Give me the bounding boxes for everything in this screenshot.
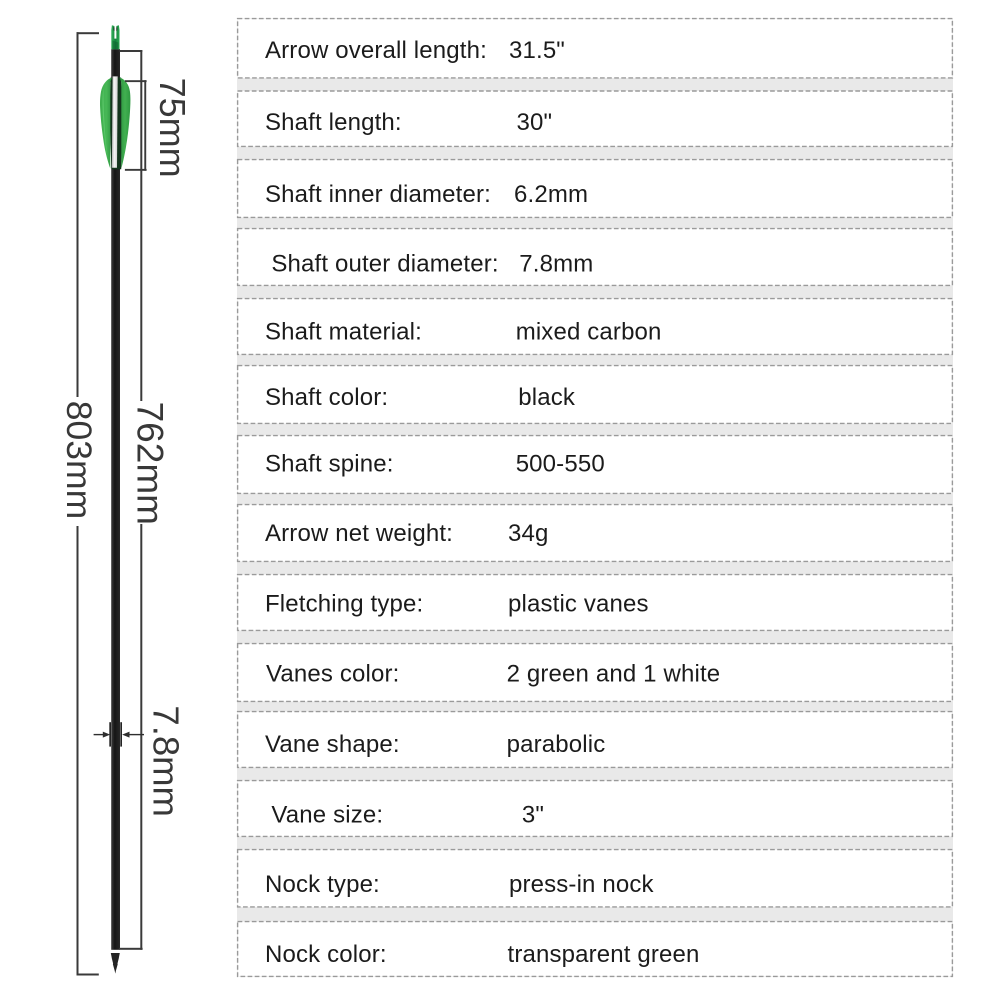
svg-text:Fletching type:: Fletching type: — [265, 591, 423, 618]
svg-text:6.2mm: 6.2mm — [514, 181, 588, 208]
svg-text:Shaft inner diameter:: Shaft inner diameter: — [265, 181, 491, 208]
svg-text:Nock color:: Nock color: — [265, 941, 387, 968]
svg-text:black: black — [518, 384, 576, 411]
svg-text:75mm: 75mm — [152, 78, 193, 178]
svg-text:803mm: 803mm — [59, 401, 99, 519]
svg-text:Shaft length:: Shaft length: — [265, 109, 402, 136]
svg-text:Shaft material:: Shaft material: — [265, 319, 422, 346]
svg-text:30": 30" — [517, 109, 553, 136]
svg-text:7.8mm: 7.8mm — [145, 705, 186, 817]
svg-text:Nock type:: Nock type: — [265, 871, 380, 898]
svg-text:transparent green: transparent green — [508, 941, 700, 968]
svg-text:31.5": 31.5" — [509, 37, 565, 64]
svg-text:Shaft spine:: Shaft spine: — [265, 451, 394, 478]
svg-text:2 green and 1 white: 2 green and 1 white — [507, 661, 721, 688]
svg-text:Vane size:: Vane size: — [271, 801, 383, 828]
svg-text:Shaft color:: Shaft color: — [265, 384, 388, 411]
svg-text:762mm: 762mm — [129, 402, 170, 525]
svg-text:7.8mm: 7.8mm — [519, 251, 593, 278]
svg-text:mixed carbon: mixed carbon — [516, 319, 662, 346]
svg-text:Arrow net weight:: Arrow net weight: — [265, 520, 453, 547]
svg-text:Vane shape:: Vane shape: — [265, 731, 400, 758]
svg-text:34g: 34g — [508, 520, 549, 547]
svg-text:Vanes color:: Vanes color: — [266, 661, 399, 688]
svg-text:Shaft outer diameter:: Shaft outer diameter: — [271, 251, 498, 278]
svg-text:parabolic: parabolic — [507, 731, 606, 758]
svg-text:3": 3" — [522, 801, 544, 828]
svg-text:plastic vanes: plastic vanes — [508, 591, 649, 618]
svg-text:500-550: 500-550 — [516, 451, 605, 478]
svg-text:Arrow overall length:: Arrow overall length: — [265, 37, 487, 64]
svg-text:press-in nock: press-in nock — [509, 871, 655, 898]
